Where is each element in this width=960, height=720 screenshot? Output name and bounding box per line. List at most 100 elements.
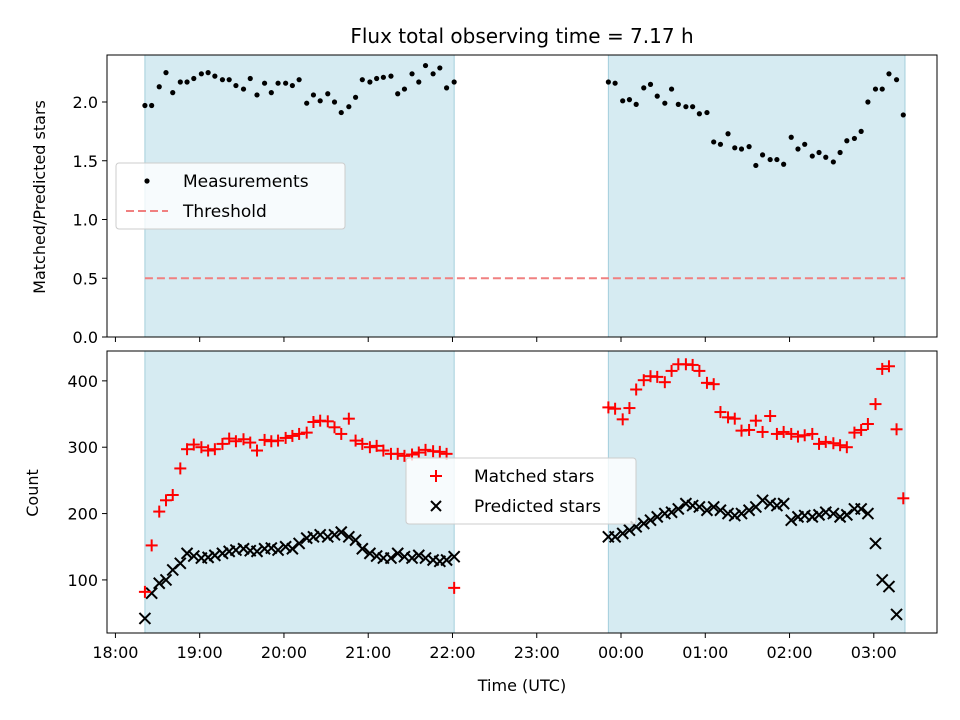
matched-stars-point	[827, 437, 840, 450]
measurement-point	[374, 75, 380, 82]
predicted-stars-point-stroke	[335, 525, 348, 539]
matched-stars-point	[181, 443, 194, 456]
y-tick-label: 200	[67, 505, 98, 524]
bottom-legend-box	[405, 457, 637, 525]
measurement-point	[380, 74, 386, 80]
matched-stars-point	[616, 413, 629, 426]
matched-stars-point	[159, 494, 172, 507]
matched-stars-point	[890, 423, 903, 436]
matched-stars-point	[153, 505, 166, 518]
matched-stars-point	[700, 376, 713, 389]
measurement-point	[367, 79, 373, 85]
predicted-stars-point-stroke	[145, 586, 158, 600]
measurement-point	[142, 102, 148, 109]
matched-stars-point	[279, 431, 292, 444]
measurement-point	[283, 80, 289, 86]
predicted-stars-point	[349, 533, 362, 547]
measurement-point	[662, 100, 668, 106]
matched-stars-point	[861, 417, 874, 430]
measurement-point	[788, 134, 794, 140]
predicted-stars-point-stroke	[363, 547, 377, 560]
matched-stars-point	[166, 488, 179, 501]
predicted-stars-point	[187, 549, 200, 563]
top-y-ticks: 0.0 0.5 1.0 1.5 2.0	[73, 93, 107, 347]
measurement-point	[275, 80, 281, 86]
measurement-point	[352, 94, 359, 100]
measurement-point	[802, 141, 808, 147]
measurement-point	[633, 101, 639, 107]
measurement-point	[675, 101, 681, 107]
predicted-stars-point	[384, 551, 398, 565]
measurement-point	[289, 82, 295, 89]
measurement-point	[268, 90, 274, 96]
measurement-point	[212, 73, 218, 79]
predicted-stars-point-stroke	[271, 543, 285, 557]
predicted-stars-point	[271, 543, 285, 557]
predicted-stars-point	[159, 573, 173, 587]
x-tick-label: 00:00	[598, 643, 644, 662]
bottom-axes-frame	[106, 350, 938, 634]
matched-stars-point	[328, 421, 341, 434]
observing-window-1	[144, 350, 455, 634]
predicted-stars-point-stroke	[721, 507, 735, 520]
predicted-stars-point-stroke	[812, 508, 826, 522]
predicted-stars-point	[777, 497, 790, 510]
matched-stars-point	[813, 437, 826, 450]
x-tick-label: 03:00	[851, 643, 897, 662]
matched-stars-point	[777, 425, 790, 438]
predicted-stars-point	[153, 577, 166, 590]
matched-stars-point	[630, 383, 643, 396]
measurement-point	[781, 161, 787, 167]
measurement-point	[395, 91, 401, 97]
measurement-point	[296, 77, 302, 83]
legend-measurements-marker	[144, 178, 150, 184]
matched-stars-point	[370, 439, 383, 452]
measurement-point	[690, 104, 696, 110]
predicted-stars-point	[861, 507, 875, 520]
measurement-point	[626, 97, 633, 103]
measurement-point	[696, 111, 702, 117]
measurement-point	[837, 149, 843, 156]
matched-stars-point	[834, 439, 847, 452]
measurement-point	[717, 141, 724, 147]
top-axes-frame	[106, 54, 938, 338]
measurement-point	[331, 99, 338, 105]
measurement-point	[422, 62, 429, 69]
predicted-stars-point-stroke	[286, 542, 299, 555]
measurement-point	[240, 86, 247, 92]
y-tick-label: 400	[67, 372, 98, 391]
matched-stars-point	[707, 378, 720, 391]
measurement-point	[317, 98, 323, 104]
top-panel: 0.00.51.01.52.0 Matched/Predicted stars …	[30, 54, 938, 347]
matched-stars-point	[637, 374, 650, 387]
measurement-point	[865, 99, 871, 105]
matched-stars-point	[848, 426, 861, 439]
predicted-stars-point-stroke	[237, 542, 250, 555]
matched-stars-point	[377, 444, 390, 457]
predicted-stars-point	[854, 502, 868, 516]
measurement-point	[177, 79, 183, 85]
matched-stars-point	[244, 436, 257, 449]
x-tick-label: 01:00	[682, 643, 728, 662]
measurement-point	[851, 135, 858, 142]
predicted-stars-point	[890, 608, 903, 621]
observing-window-2	[607, 54, 906, 338]
predicted-stars-point-stroke	[623, 523, 636, 537]
predicted-stars-point-stroke	[370, 549, 383, 563]
predicted-stars-point-stroke	[279, 540, 292, 553]
predicted-stars-point-stroke	[854, 502, 868, 516]
matched-stars-point	[237, 433, 250, 446]
predicted-stars-series	[138, 494, 903, 625]
predicted-stars-point	[707, 500, 720, 514]
predicted-stars-point-stroke	[637, 517, 650, 530]
predicted-stars-point-stroke	[693, 500, 706, 514]
predicted-stars-point	[405, 551, 419, 565]
predicted-stars-point	[250, 545, 264, 558]
measurement-point	[233, 82, 239, 89]
matched-stars-point	[356, 437, 369, 450]
measurement-point	[184, 79, 190, 85]
matched-stars-point	[714, 406, 727, 419]
predicted-stars-point	[292, 537, 306, 550]
matched-stars-point	[658, 376, 671, 389]
